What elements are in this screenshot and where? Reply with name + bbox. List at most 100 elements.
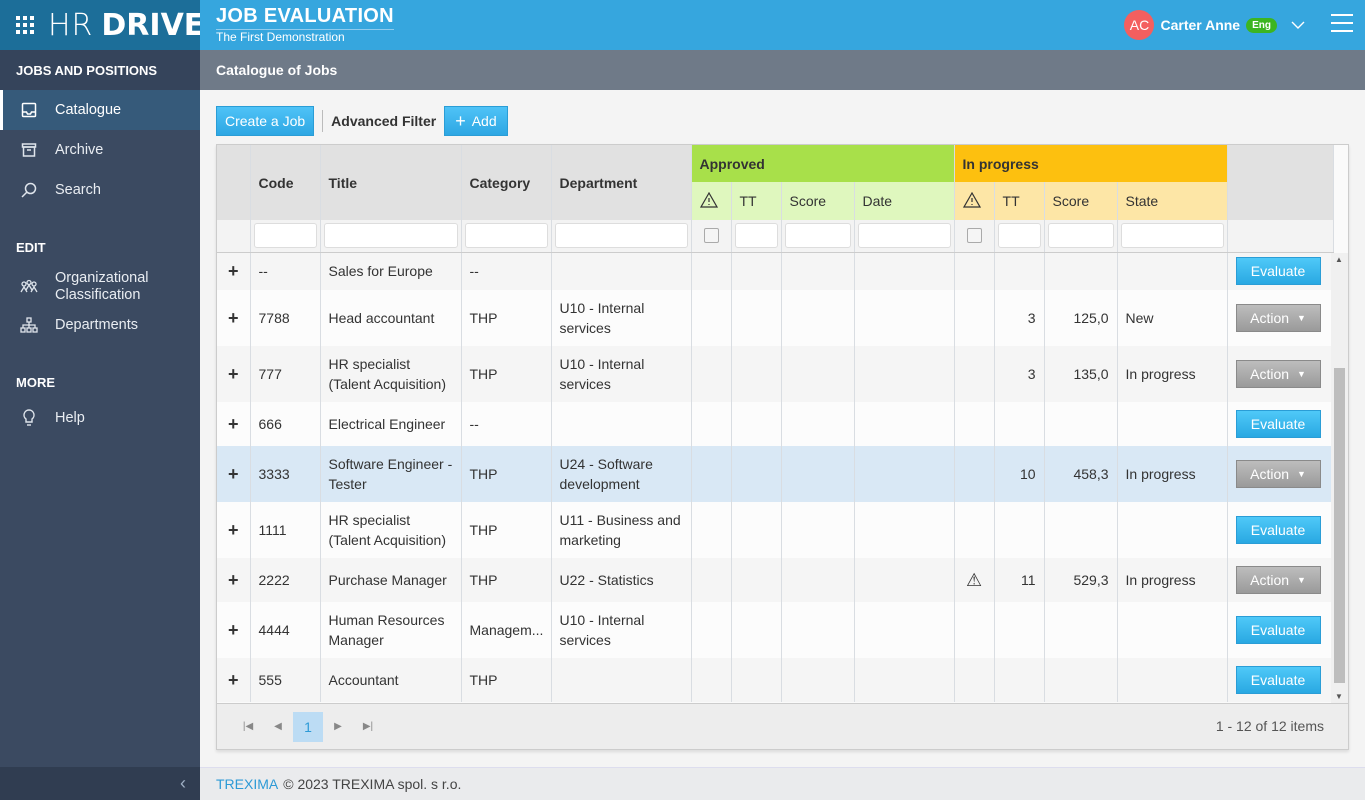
cell-title[interactable]: Head accountant	[320, 290, 462, 346]
scrollbar-thumb[interactable]	[1334, 368, 1345, 683]
filter-department-input[interactable]	[554, 223, 688, 249]
user-menu[interactable]: AC Carter Anne Eng	[1124, 10, 1305, 40]
next-page-icon[interactable]: ▶	[334, 721, 342, 732]
table-row[interactable]: +7788 Head accountant THP U10 - Internal se…	[217, 290, 1334, 346]
cell-category[interactable]: THP	[461, 658, 552, 702]
chevron-down-icon[interactable]	[1291, 17, 1305, 33]
vertical-scrollbar[interactable]: ▲ ▼	[1331, 253, 1348, 703]
apps-grid-icon[interactable]	[16, 16, 34, 34]
evaluate-button[interactable]: Evaluate	[1235, 257, 1321, 286]
evaluate-button[interactable]: Evaluate	[1235, 516, 1321, 544]
cell-category[interactable]: Managem...	[461, 602, 552, 658]
filter-progress-score-input[interactable]	[1047, 223, 1114, 249]
scroll-up-arrow-icon[interactable]: ▲	[1335, 255, 1343, 264]
table-row[interactable]: +555 Accountant THP Evaluate	[217, 658, 1334, 702]
table-row[interactable]: + -- Sales for Europe -- Evaluate	[217, 252, 1334, 290]
cell-title[interactable]: Sales for Europe	[320, 252, 462, 290]
header-category[interactable]: Category	[461, 145, 552, 220]
cell-title[interactable]: Purchase Manager	[320, 558, 462, 602]
header-approved-score[interactable]: Score	[781, 182, 855, 220]
cell-category[interactable]: THP	[461, 290, 552, 346]
expand-row-button[interactable]: +	[217, 446, 251, 502]
expand-row-button[interactable]: +	[217, 290, 251, 346]
table-row[interactable]: +1111 HR specialist (Talent Acquisition) T…	[217, 502, 1334, 558]
brand-logo[interactable]: HR DRIVE	[0, 0, 204, 50]
first-page-icon[interactable]: |◀	[242, 721, 254, 732]
cell-category[interactable]: --	[461, 252, 552, 290]
trexima-link[interactable]: TREXIMA	[216, 776, 279, 792]
action-dropdown-button[interactable]: Action ▼	[1235, 304, 1321, 332]
sidebar-item-departments[interactable]: Departments	[0, 305, 200, 345]
cell-state[interactable]	[1117, 658, 1228, 702]
scroll-down-arrow-icon[interactable]: ▼	[1335, 692, 1343, 701]
page-1-button[interactable]: 1	[293, 711, 323, 742]
filter-code-input[interactable]	[253, 223, 317, 249]
filter-approved-date-input[interactable]	[857, 223, 951, 249]
cell-category[interactable]: THP	[461, 502, 552, 558]
evaluate-button[interactable]: Evaluate	[1235, 410, 1321, 438]
sidebar-item-organizational-classification[interactable]: Organizational Classification	[0, 263, 200, 311]
table-row[interactable]: +666 Electrical Engineer -- Evaluate	[217, 402, 1334, 446]
filter-approved-score-input[interactable]	[784, 223, 851, 249]
action-dropdown-button[interactable]: Action ▼	[1235, 566, 1321, 594]
header-progress-tt[interactable]: TT	[994, 182, 1045, 220]
hamburger-menu-icon[interactable]	[1331, 14, 1353, 32]
cell-state[interactable]	[1117, 252, 1228, 290]
language-badge[interactable]: Eng	[1246, 17, 1277, 33]
cell-title[interactable]: Accountant	[320, 658, 462, 702]
table-row[interactable]: +777 HR specialist (Talent Acquisition) TH…	[217, 346, 1334, 402]
cell-category[interactable]: THP	[461, 446, 552, 502]
cell-title[interactable]: Human Resources Manager	[320, 602, 462, 658]
table-row[interactable]: +4444 Human Resources Manager Managem... U1…	[217, 602, 1334, 658]
cell-category[interactable]: THP	[461, 558, 552, 602]
sidebar-item-archive[interactable]: Archive	[0, 130, 200, 170]
evaluate-button[interactable]: Evaluate	[1235, 666, 1321, 694]
filter-title-input[interactable]	[323, 223, 458, 249]
cell-code[interactable]: 7788	[250, 290, 321, 346]
evaluate-button[interactable]: Evaluate	[1235, 616, 1321, 644]
expand-row-button[interactable]: +	[217, 252, 251, 290]
cell-state[interactable]	[1117, 402, 1228, 446]
sidebar-item-catalogue[interactable]: Catalogue	[0, 90, 200, 130]
cell-code[interactable]: 4444	[250, 602, 321, 658]
cell-code[interactable]: 555	[250, 658, 321, 702]
create-job-button[interactable]: Create a Job	[216, 106, 315, 136]
sidebar-collapse-button[interactable]: ‹	[0, 767, 200, 800]
header-department[interactable]: Department	[551, 145, 692, 220]
cell-code[interactable]: 2222	[250, 558, 321, 602]
prev-page-icon[interactable]: ◀	[274, 721, 282, 732]
cell-code[interactable]: 1111	[250, 502, 321, 558]
cell-state[interactable]: New	[1117, 290, 1228, 346]
cell-title[interactable]: Electrical Engineer	[320, 402, 462, 446]
table-row[interactable]: +3333 Software Engineer - Tester THP U24 - …	[217, 446, 1334, 502]
expand-row-button[interactable]: +	[217, 558, 251, 602]
cell-code[interactable]: --	[250, 252, 321, 290]
header-progress-warning[interactable]	[954, 182, 995, 220]
cell-title[interactable]: Software Engineer - Tester	[320, 446, 462, 502]
filter-progress-tt-input[interactable]	[997, 223, 1041, 249]
cell-state[interactable]: In progress	[1117, 558, 1228, 602]
cell-code[interactable]: 666	[250, 402, 321, 446]
last-page-icon[interactable]: ▶|	[362, 721, 374, 732]
cell-title[interactable]: HR specialist (Talent Acquisition)	[320, 346, 462, 402]
header-progress-state[interactable]: State	[1117, 182, 1228, 220]
expand-row-button[interactable]: +	[217, 346, 251, 402]
expand-row-button[interactable]: +	[217, 502, 251, 558]
filter-progress-state-input[interactable]	[1120, 223, 1224, 249]
header-approved-date[interactable]: Date	[854, 182, 955, 220]
cell-state[interactable]: In progress	[1117, 346, 1228, 402]
filter-category-input[interactable]	[464, 223, 548, 249]
expand-row-button[interactable]: +	[217, 602, 251, 658]
header-code[interactable]: Code	[250, 145, 321, 220]
expand-row-button[interactable]: +	[217, 402, 251, 446]
header-approved-warning[interactable]	[691, 182, 732, 220]
cell-title[interactable]: HR specialist (Talent Acquisition)	[320, 502, 462, 558]
cell-code[interactable]: 3333	[250, 446, 321, 502]
action-dropdown-button[interactable]: Action ▼	[1235, 460, 1321, 488]
action-dropdown-button[interactable]: Action ▼	[1235, 360, 1321, 388]
filter-approved-warning-checkbox[interactable]	[703, 228, 719, 244]
add-filter-button[interactable]: + Add	[444, 106, 508, 136]
sidebar-item-search[interactable]: Search	[0, 170, 200, 210]
cell-state[interactable]	[1117, 502, 1228, 558]
cell-state[interactable]	[1117, 602, 1228, 658]
